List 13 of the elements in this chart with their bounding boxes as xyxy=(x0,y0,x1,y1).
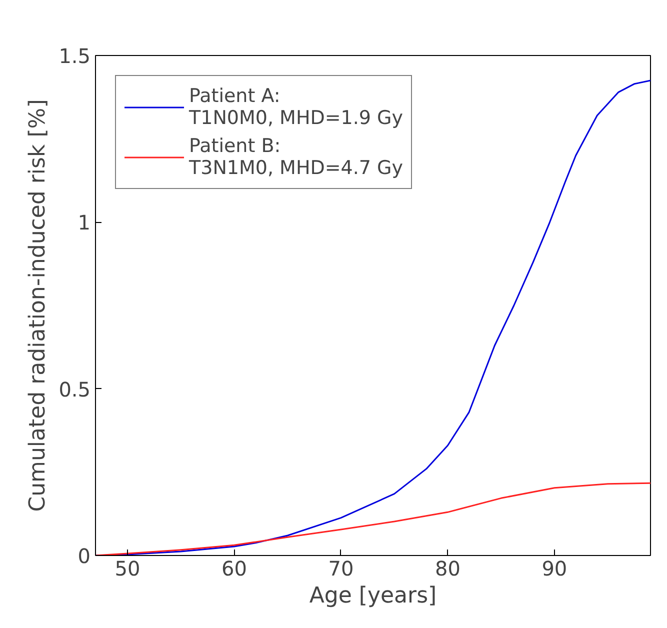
y-tick-label: 1.5 xyxy=(58,44,91,68)
x-tick-label: 70 xyxy=(328,556,354,580)
y-tick-label: 0.5 xyxy=(58,377,91,402)
y-tick-label: 0 xyxy=(78,544,91,568)
x-tick-label: 50 xyxy=(114,556,140,580)
legend-label: Patient A: T1N0M0, MHD=1.9 Gy xyxy=(189,84,404,130)
x-axis-title: Age [years] xyxy=(309,584,437,608)
y-tick-label: 1 xyxy=(78,210,91,235)
x-tick-label: 80 xyxy=(434,556,460,580)
legend-label: Patient B: T3N1M0, MHD=4.7 Gy xyxy=(189,134,404,180)
y-axis-title: Cumulated radiation-induced risk [%] xyxy=(26,99,51,512)
x-tick-label: 90 xyxy=(542,556,568,580)
x-tick-label: 60 xyxy=(222,556,247,580)
